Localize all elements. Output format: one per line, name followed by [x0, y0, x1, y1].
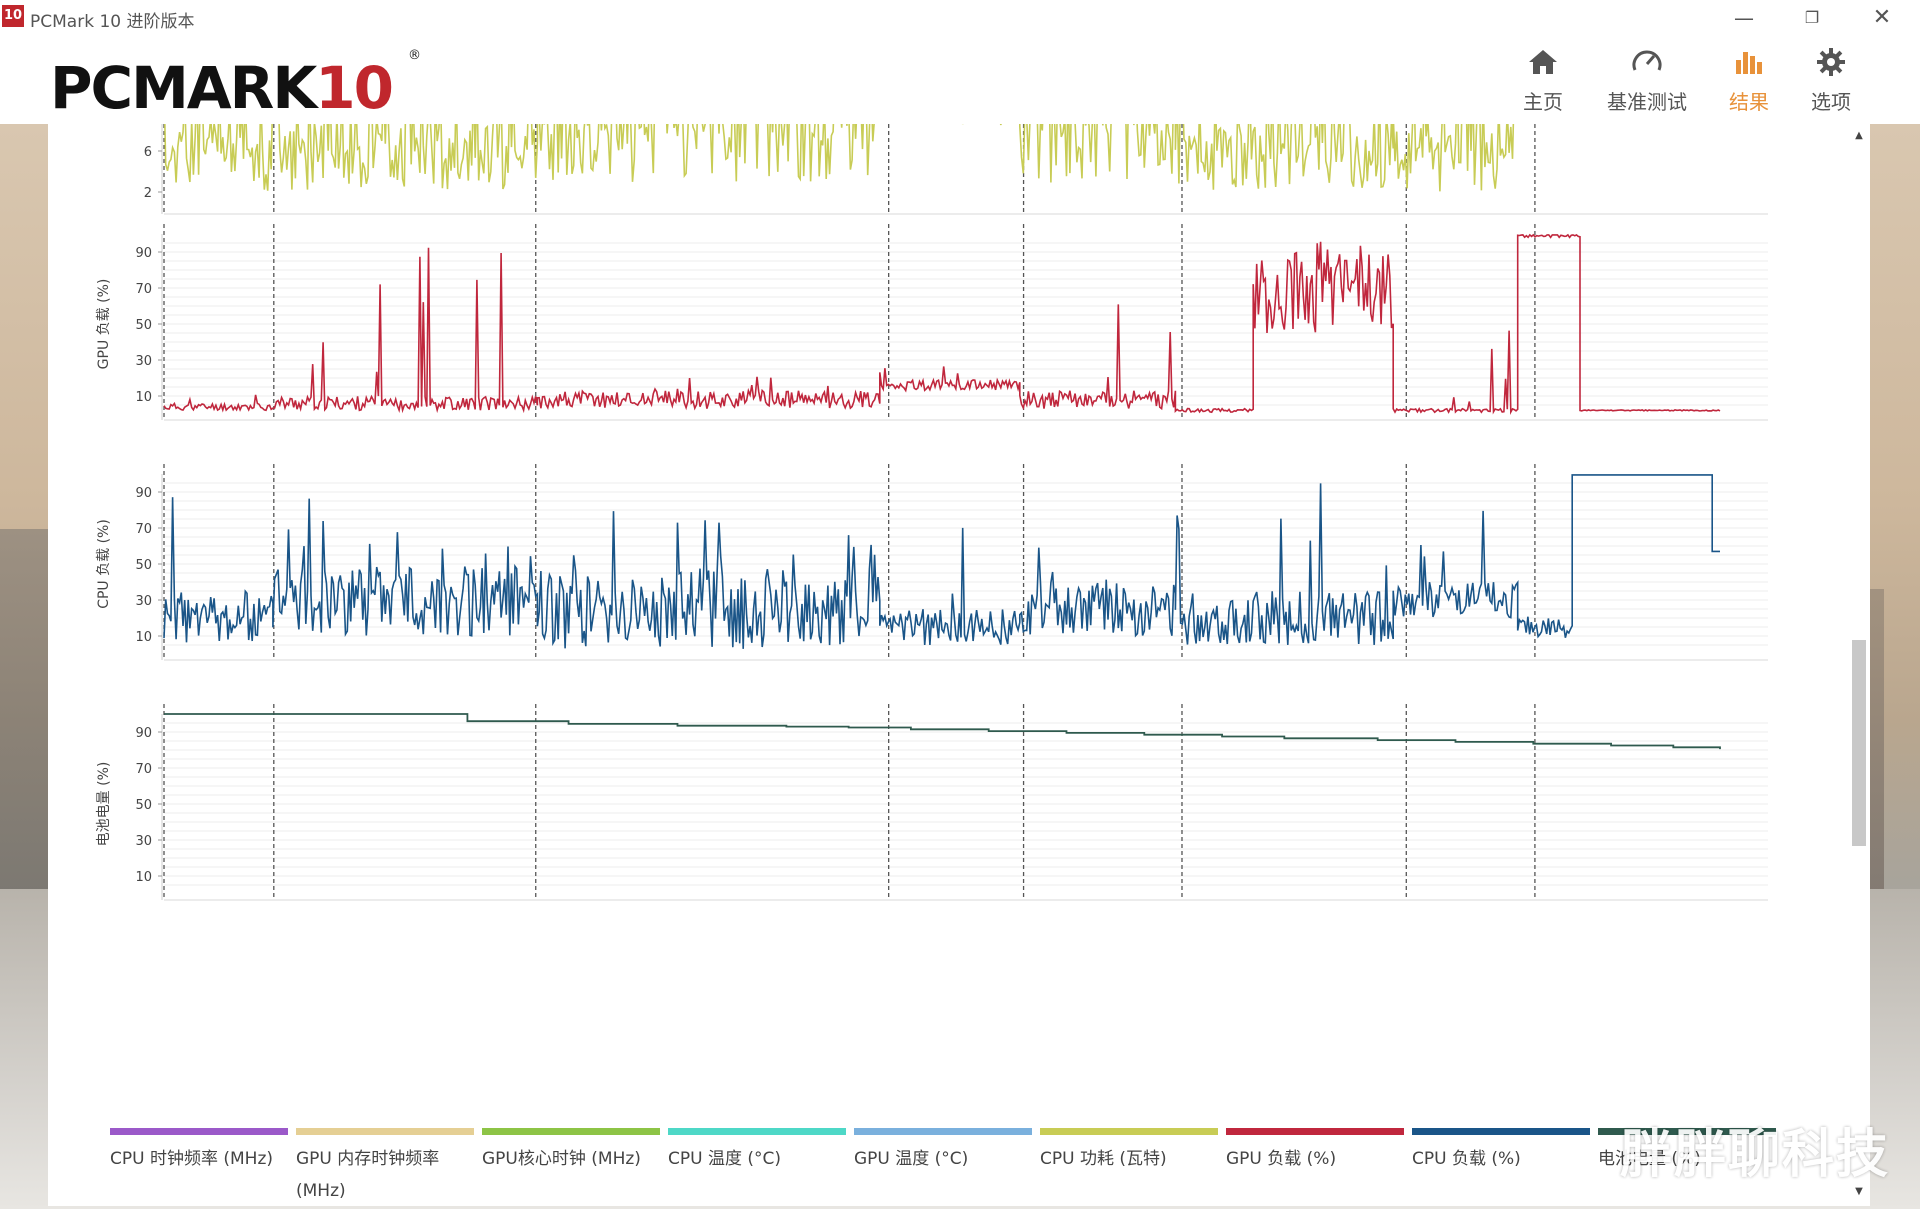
legend-label: GPU 内存时钟频率 (MHz) [296, 1149, 440, 1201]
y-tick-label: 70 [135, 282, 152, 297]
legend-item[interactable]: 电池电量 (%) [1598, 1128, 1778, 1175]
nav-results[interactable]: 结果 [1704, 44, 1794, 115]
window-titlebar: 10 PCMark 10 进阶版本 — ❐ ✕ [0, 0, 1920, 36]
pcmark-logo: PCMARK10 [50, 54, 394, 122]
watermark-text: 胖胖聊科技 [1620, 1125, 1891, 1185]
y-tick-label: 30 [135, 594, 152, 609]
legend-swatch [668, 1128, 846, 1135]
legend-label: CPU 时钟频率 (MHz) [110, 1149, 274, 1169]
nav-results-label: 结果 [1729, 90, 1769, 114]
legend-item[interactable]: GPU 内存时钟频率 (MHz) [296, 1128, 476, 1207]
gpu-load-series-line [163, 233, 1721, 416]
legend-label: GPU核心时钟 (MHz) [482, 1149, 641, 1169]
legend-swatch [296, 1128, 474, 1135]
legend-item[interactable]: GPU 温度 (°C) [854, 1128, 1034, 1175]
legend-swatch [1040, 1128, 1218, 1135]
cpu-power-series-line [164, 124, 1515, 192]
y-axis-label: GPU 负载 (%) [96, 279, 112, 370]
legend-item[interactable]: CPU 时钟频率 (MHz) [110, 1128, 290, 1175]
legend-swatch [110, 1128, 288, 1135]
scrollbar-thumb[interactable] [1852, 640, 1866, 846]
legend-label: CPU 负载 (%) [1412, 1149, 1521, 1169]
legend-item[interactable]: CPU 温度 (°C) [668, 1128, 848, 1175]
nav-home-label: 主页 [1523, 90, 1563, 114]
y-tick-label: 2 [144, 186, 152, 201]
minimize-button[interactable]: — [1734, 6, 1754, 30]
battery-series-line [164, 713, 1721, 750]
y-tick-label: 10 [135, 870, 152, 885]
legend-item[interactable]: CPU 负载 (%) [1412, 1128, 1592, 1175]
y-axis-label: CPU 负载 (%) [96, 519, 112, 609]
nav-home[interactable]: 主页 [1498, 44, 1588, 115]
bar-chart-icon [1736, 52, 1762, 74]
legend-swatch [482, 1128, 660, 1135]
legend-item[interactable]: GPU 负载 (%) [1226, 1128, 1406, 1175]
nav-options-label: 选项 [1811, 90, 1851, 114]
monitoring-charts: 2 6 10 30 50 70 90 GPU 负载 (%) 10 30 50 70 90 CPU 负载 (… [96, 124, 1768, 901]
legend-label: GPU 负载 (%) [1226, 1149, 1337, 1169]
gear-icon [1817, 48, 1845, 76]
y-tick-label: 10 [135, 630, 152, 645]
legend-label: 电池电量 (%) [1598, 1149, 1701, 1169]
y-tick-label: 50 [135, 318, 152, 333]
app-badge-icon: 10 [2, 5, 24, 27]
results-panel: 2 6 10 30 50 70 90 GPU 负载 (%) 10 30 50 70 90 CPU 负载 (… [48, 124, 1846, 1206]
nav-options[interactable]: 选项 [1786, 44, 1876, 115]
y-tick-label: 10 [135, 390, 152, 405]
scroll-down-arrow-icon[interactable]: ▼ [1855, 1186, 1863, 1197]
y-tick-label: 90 [135, 486, 152, 501]
y-tick-label: 50 [135, 798, 152, 813]
y-tick-label: 90 [135, 246, 152, 261]
legend-label: GPU 温度 (°C) [854, 1149, 969, 1169]
y-tick-label: 50 [135, 558, 152, 573]
legend-item[interactable]: GPU核心时钟 (MHz) [482, 1128, 662, 1175]
scroll-up-arrow-icon[interactable]: ▲ [1855, 130, 1863, 141]
nav-benchmarks-label: 基准测试 [1607, 90, 1687, 114]
window-title: PCMark 10 进阶版本 [30, 12, 195, 32]
legend-swatch [854, 1128, 1032, 1135]
app-header: PCMARK10 ® 主页 基准测试 结果 [0, 36, 1920, 124]
close-button[interactable]: ✕ [1872, 5, 1892, 30]
legend-swatch [1412, 1128, 1590, 1135]
legend-label: CPU 温度 (°C) [668, 1149, 782, 1169]
legend-swatch [1598, 1128, 1776, 1135]
nav-benchmarks[interactable]: 基准测试 [1602, 44, 1692, 115]
home-icon [1529, 50, 1557, 74]
y-tick-label: 30 [135, 354, 152, 369]
gauge-icon [1632, 50, 1662, 71]
legend-swatch [1226, 1128, 1404, 1135]
y-tick-label: 70 [135, 762, 152, 777]
cpu-load-series-line [163, 474, 1720, 649]
y-axis-label: 电池电量 (%) [96, 762, 112, 847]
logo-registered-mark: ® [408, 48, 421, 63]
maximize-button[interactable]: ❐ [1804, 8, 1820, 27]
legend-label: CPU 功耗 (瓦特) [1040, 1149, 1167, 1169]
legend-item[interactable]: CPU 功耗 (瓦特) [1040, 1128, 1220, 1175]
y-tick-label: 6 [144, 145, 152, 160]
y-tick-label: 30 [135, 834, 152, 849]
y-tick-label: 90 [135, 726, 152, 741]
y-tick-label: 70 [135, 522, 152, 537]
